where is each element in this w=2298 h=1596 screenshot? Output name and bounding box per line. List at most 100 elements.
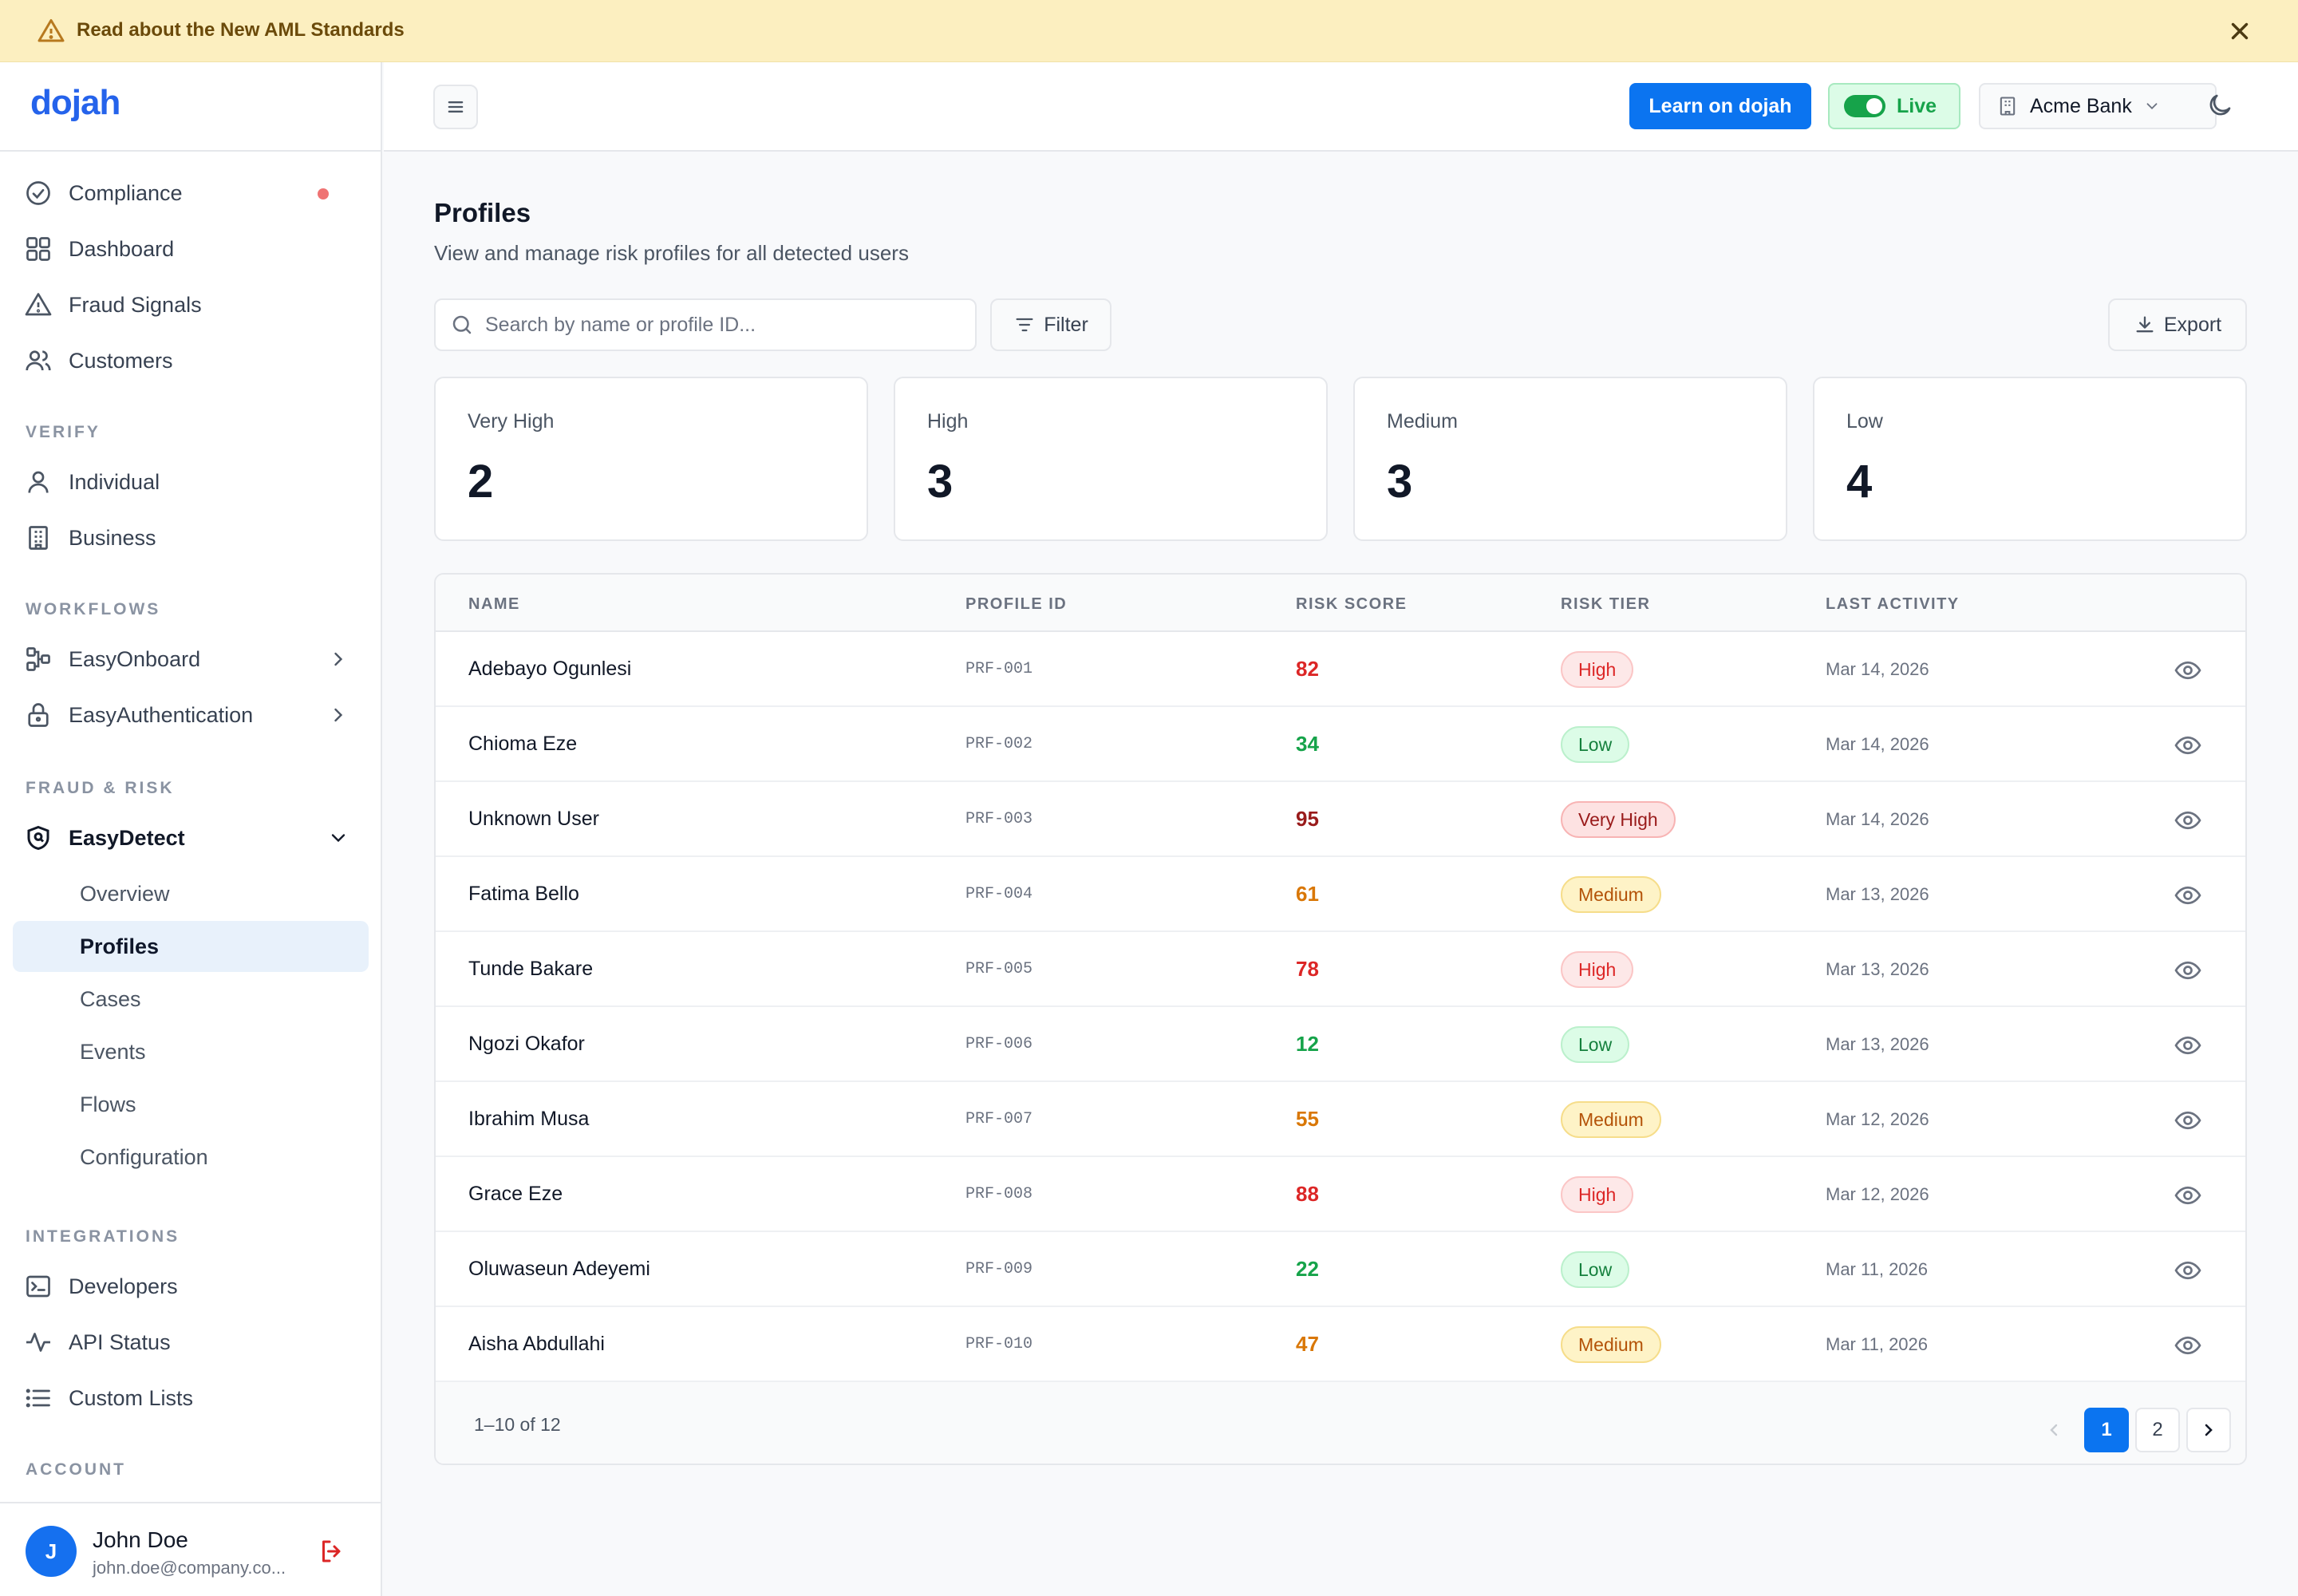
- sidebar-item-label: EasyOnboard: [69, 646, 201, 671]
- risk-score: 22: [1296, 1257, 1319, 1281]
- stat-label: Very High: [468, 410, 555, 433]
- stat-card-medium: Medium 3: [1353, 377, 1787, 541]
- table-row[interactable]: Fatima Bello PRF-004 61 Medium Mar 13, 2026: [436, 857, 2245, 932]
- sidebar-item-dashboard[interactable]: Dashboard: [24, 227, 359, 271]
- sidebar-subitem-profiles[interactable]: Profiles: [13, 921, 369, 972]
- export-button[interactable]: Export: [2108, 298, 2247, 351]
- sidebar-item-api-status[interactable]: API Status: [24, 1320, 359, 1365]
- learn-on-dojah-button[interactable]: Learn on dojah: [1629, 83, 1811, 129]
- table-row[interactable]: Adebayo Ogunlesi PRF-001 82 High Mar 14, 202…: [436, 632, 2245, 707]
- table-row[interactable]: Ibrahim Musa PRF-007 55 Medium Mar 12, 2026: [436, 1082, 2245, 1157]
- profile-id: PRF-004: [965, 885, 1033, 903]
- warning-icon: [38, 19, 65, 42]
- banner-link[interactable]: Read about the New AML Standards: [77, 19, 405, 41]
- table-row[interactable]: Aisha Abdullahi PRF-010 47 Medium Mar 11, 20…: [436, 1307, 2245, 1382]
- eye-icon[interactable]: [2174, 1331, 2202, 1360]
- avatar[interactable]: J: [26, 1526, 77, 1577]
- table-row[interactable]: Oluwaseun Adeyemi PRF-009 22 Low Mar 11, 202…: [436, 1232, 2245, 1307]
- eye-icon[interactable]: [2174, 1106, 2202, 1135]
- search-input[interactable]: [485, 313, 948, 337]
- profile-name[interactable]: Aisha Abdullahi: [468, 1333, 605, 1355]
- risk-tier-badge: Low: [1561, 726, 1630, 763]
- sidebar-item-customers[interactable]: Customers: [24, 338, 359, 383]
- close-icon[interactable]: [2226, 18, 2253, 45]
- sidebar-item-developers[interactable]: Developers: [24, 1264, 359, 1309]
- sidebar-item-easydetect[interactable]: EasyDetect: [24, 816, 359, 860]
- sidebar-subitem-flows[interactable]: Flows: [80, 1092, 136, 1116]
- next-page-button[interactable]: [2186, 1408, 2231, 1452]
- table-row[interactable]: Grace Eze PRF-008 88 High Mar 12, 2026: [436, 1157, 2245, 1232]
- sidebar-item-easyauthentication[interactable]: EasyAuthentication: [24, 693, 359, 737]
- profile-name[interactable]: Grace Eze: [468, 1183, 563, 1205]
- risk-tier-badge: Low: [1561, 1026, 1630, 1063]
- column-header-last-activity[interactable]: LAST ACTIVITY: [1826, 595, 1960, 613]
- sidebar-item-business[interactable]: Business: [24, 516, 359, 560]
- profile-name[interactable]: Fatima Bello: [468, 883, 579, 905]
- hamburger-icon: [448, 101, 464, 113]
- dojah-logo[interactable]: dojah: [30, 83, 120, 122]
- page-button-2[interactable]: 2: [2135, 1408, 2180, 1452]
- chevron-right-icon: [334, 652, 343, 666]
- eye-icon[interactable]: [2174, 881, 2202, 910]
- user-profile: J John Doe john.doe@company.co...: [0, 1502, 381, 1596]
- sidebar-item-custom-lists[interactable]: Custom Lists: [24, 1376, 359, 1420]
- column-header-risk-score[interactable]: RISK SCORE: [1296, 595, 1408, 613]
- table-footer: 1–10 of 12 1 2: [436, 1382, 2245, 1464]
- risk-tier-badge: Very High: [1561, 801, 1676, 838]
- eye-icon[interactable]: [2174, 1181, 2202, 1210]
- sidebar-subitem-cases[interactable]: Cases: [80, 986, 141, 1011]
- eye-icon[interactable]: [2174, 956, 2202, 985]
- sidebar-subitem-configuration[interactable]: Configuration: [80, 1144, 208, 1169]
- sidebar-subitem-events[interactable]: Events: [80, 1039, 146, 1064]
- sidebar-item-individual[interactable]: Individual: [24, 460, 359, 504]
- sidebar-item-label: Individual: [69, 469, 160, 494]
- profile-name[interactable]: Oluwaseun Adeyemi: [468, 1258, 650, 1280]
- profile-name[interactable]: Chioma Eze: [468, 733, 578, 755]
- prev-page-button[interactable]: [2031, 1408, 2076, 1452]
- risk-tier-badge: High: [1561, 1176, 1634, 1213]
- sidebar-item-fraud-signals[interactable]: Fraud Signals: [24, 282, 359, 327]
- column-header-profile-id[interactable]: PROFILE ID: [965, 595, 1068, 613]
- profile-name[interactable]: Tunde Bakare: [468, 958, 594, 980]
- sidebar-item-easyonboard[interactable]: EasyOnboard: [24, 637, 359, 681]
- user-name: John Doe: [93, 1527, 188, 1552]
- column-header-risk-tier[interactable]: RISK TIER: [1561, 595, 1651, 613]
- risk-tier-badge: Low: [1561, 1251, 1630, 1288]
- table-row[interactable]: Tunde Bakare PRF-005 78 High Mar 13, 2026: [436, 932, 2245, 1007]
- stat-value: 2: [468, 456, 494, 508]
- lock-icon: [28, 703, 49, 727]
- eye-icon[interactable]: [2174, 1031, 2202, 1060]
- eye-icon[interactable]: [2174, 731, 2202, 760]
- eye-icon[interactable]: [2174, 656, 2202, 685]
- table-row[interactable]: Unknown User PRF-003 95 Very High Mar 14, 20…: [436, 782, 2245, 857]
- sidebar-subitem-overview[interactable]: Overview: [80, 881, 170, 906]
- sidebar-item-label: Business: [69, 525, 156, 550]
- column-header-name[interactable]: NAME: [468, 595, 520, 613]
- building-icon: [29, 526, 48, 550]
- filter-button[interactable]: Filter: [990, 298, 1111, 351]
- organization-selector[interactable]: Acme Bank: [1979, 83, 2217, 129]
- live-mode-toggle[interactable]: Live: [1828, 83, 1960, 129]
- table-row[interactable]: Chioma Eze PRF-002 34 Low Mar 14, 2026: [436, 707, 2245, 782]
- profile-name[interactable]: Ibrahim Musa: [468, 1108, 590, 1130]
- menu-toggle-button[interactable]: [433, 85, 478, 129]
- toggle-switch[interactable]: [1844, 95, 1885, 117]
- stat-value: 3: [927, 456, 954, 508]
- stat-value: 4: [1846, 456, 1873, 508]
- profiles-table: NAME PROFILE ID RISK SCORE RISK TIER LAS…: [434, 573, 2247, 1465]
- eye-icon[interactable]: [2174, 1256, 2202, 1285]
- profile-name[interactable]: Unknown User: [468, 808, 599, 830]
- last-activity: Mar 13, 2026: [1826, 1034, 1929, 1054]
- table-row[interactable]: Ngozi Okafor PRF-006 12 Low Mar 13, 2026: [436, 1007, 2245, 1082]
- moon-icon[interactable]: [2205, 91, 2234, 120]
- eye-icon[interactable]: [2174, 806, 2202, 835]
- logo-area: dojah: [0, 62, 381, 152]
- page-button-1[interactable]: 1: [2084, 1408, 2129, 1452]
- check-circle-icon: [26, 181, 50, 205]
- sidebar-item-compliance[interactable]: Compliance: [24, 171, 359, 215]
- last-activity: Mar 12, 2026: [1826, 1109, 1929, 1129]
- profile-name[interactable]: Adebayo Ogunlesi: [468, 658, 632, 680]
- profile-name[interactable]: Ngozi Okafor: [468, 1033, 585, 1055]
- logout-icon[interactable]: [318, 1537, 346, 1566]
- table-header: NAME PROFILE ID RISK SCORE RISK TIER LAS…: [436, 575, 2245, 632]
